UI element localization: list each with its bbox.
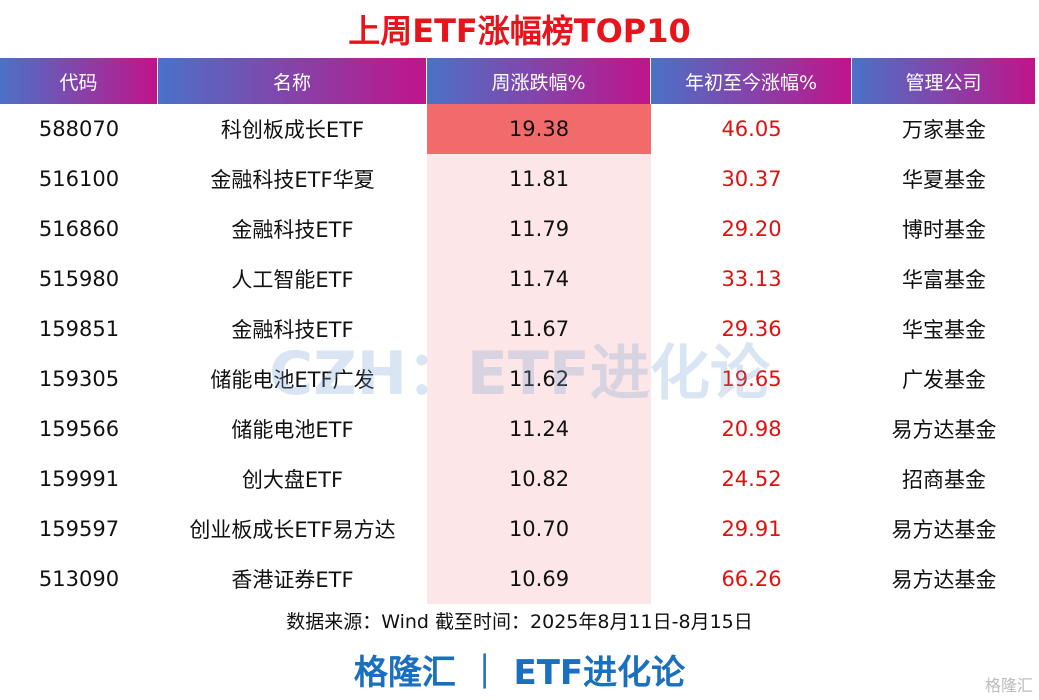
- cell-code: 516860: [38, 217, 120, 241]
- table-row: 159566 储能电池ETF 11.24 20.98 易方达基金: [0, 404, 1039, 454]
- cell-code: 513090: [38, 567, 120, 591]
- cell-ytd-change: 30.37: [721, 167, 782, 191]
- chart-title: 上周ETF涨幅榜TOP10: [348, 12, 691, 50]
- cell-manager: 华夏基金: [902, 168, 986, 192]
- heat-bar: [427, 154, 651, 204]
- brand-footer: 格隆汇 ｜ ETF进化论: [353, 653, 686, 693]
- cell-ytd-change: 29.91: [721, 517, 782, 541]
- cell-ytd-change: 46.05: [721, 117, 782, 141]
- header-manager: 管理公司: [852, 58, 1035, 104]
- heat-bar: [427, 304, 651, 354]
- cell-ytd-change: 20.98: [721, 417, 782, 441]
- table-row: 588070 科创板成长ETF 19.38 46.05 万家基金: [0, 104, 1039, 154]
- table-row: 515980 人工智能ETF 11.74 33.13 华富基金: [0, 254, 1039, 304]
- cell-manager: 华宝基金: [902, 318, 986, 342]
- cell-name: 金融科技ETF华夏: [210, 168, 375, 192]
- cell-manager: 博时基金: [902, 218, 986, 242]
- table-row: 516860 金融科技ETF 11.79 29.20 博时基金: [0, 204, 1039, 254]
- cell-ytd-change: 29.20: [721, 217, 782, 241]
- cell-ytd-change: 33.13: [721, 267, 782, 291]
- heat-bar: [427, 454, 651, 504]
- cell-code: 159851: [38, 317, 120, 341]
- cell-code: 159305: [38, 367, 120, 391]
- heat-bar: [427, 204, 651, 254]
- heat-bar: [427, 254, 651, 304]
- heat-bar: [427, 354, 651, 404]
- cell-code: 159566: [38, 417, 120, 441]
- cell-weekly-change: 10.70: [508, 517, 570, 541]
- cell-name: 科创板成长ETF: [220, 118, 365, 142]
- heat-bar: [427, 104, 651, 154]
- cell-ytd-change: 66.26: [721, 567, 782, 591]
- cell-name: 创大盘ETF: [241, 468, 344, 492]
- cell-manager: 易方达基金: [891, 418, 997, 442]
- cell-manager: 广发基金: [902, 368, 986, 392]
- heat-bar: [427, 554, 651, 604]
- cell-code: 516100: [38, 167, 120, 191]
- cell-manager: 万家基金: [902, 118, 986, 142]
- cell-manager: 华富基金: [902, 268, 986, 292]
- table-row: 513090 香港证券ETF 10.69 66.26 易方达基金: [0, 554, 1039, 604]
- header-code: 代码: [0, 58, 157, 104]
- cell-name: 香港证券ETF: [231, 568, 354, 592]
- cell-name: 金融科技ETF: [231, 218, 354, 242]
- table-row: 159991 创大盘ETF 10.82 24.52 招商基金: [0, 454, 1039, 504]
- cell-manager: 易方达基金: [891, 518, 997, 542]
- cell-weekly-change: 11.74: [508, 267, 570, 291]
- corner-logo: 格隆汇: [984, 676, 1033, 695]
- header-ytd-change: 年初至今涨幅%: [651, 58, 851, 104]
- cell-weekly-change: 11.67: [508, 317, 570, 341]
- cell-code: 588070: [38, 117, 120, 141]
- table-row: 159851 金融科技ETF 11.67 29.36 华宝基金: [0, 304, 1039, 354]
- header-weekly-change: 周涨跌幅%: [427, 58, 650, 104]
- cell-name: 人工智能ETF: [231, 268, 354, 292]
- table-row: 159305 储能电池ETF广发 11.62 19.65 广发基金: [0, 354, 1039, 404]
- cell-weekly-change: 11.81: [508, 167, 570, 191]
- cell-name: 金融科技ETF: [231, 318, 354, 342]
- cell-code: 515980: [38, 267, 120, 291]
- cell-weekly-change: 11.62: [508, 367, 570, 391]
- cell-ytd-change: 29.36: [721, 317, 782, 341]
- cell-ytd-change: 24.52: [721, 467, 782, 491]
- cell-weekly-change: 11.79: [508, 217, 570, 241]
- table-row: 516100 金融科技ETF华夏 11.81 30.37 华夏基金: [0, 154, 1039, 204]
- cell-manager: 易方达基金: [891, 568, 997, 592]
- header-name: 名称: [158, 58, 426, 104]
- cell-manager: 招商基金: [902, 468, 986, 492]
- heat-bar: [427, 404, 651, 454]
- cell-code: 159597: [38, 517, 120, 541]
- cell-weekly-change: 10.69: [508, 567, 570, 591]
- cell-weekly-change: 19.38: [508, 117, 570, 141]
- table-row: 159597 创业板成长ETF易方达 10.70 29.91 易方达基金: [0, 504, 1039, 554]
- source-note: 数据来源：Wind 截至时间：2025年8月11日-8月15日: [286, 611, 753, 633]
- cell-weekly-change: 11.24: [508, 417, 570, 441]
- cell-name: 创业板成长ETF易方达: [189, 518, 396, 542]
- cell-ytd-change: 19.65: [721, 367, 782, 391]
- cell-code: 159991: [38, 467, 120, 491]
- cell-weekly-change: 10.82: [508, 467, 570, 491]
- heat-bar: [427, 504, 651, 554]
- cell-name: 储能电池ETF: [231, 418, 354, 442]
- cell-name: 储能电池ETF广发: [210, 368, 375, 392]
